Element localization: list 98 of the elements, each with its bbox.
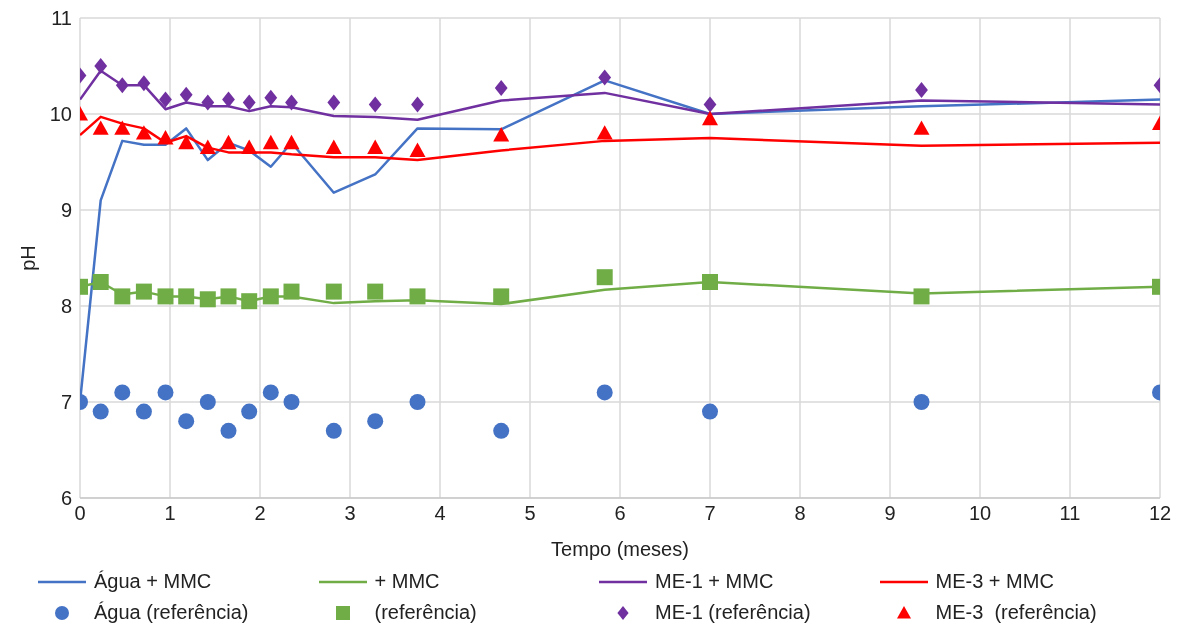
point [92, 120, 109, 135]
point [702, 403, 718, 420]
point [114, 120, 131, 135]
x-tick-label: 2 [254, 502, 266, 525]
point [913, 288, 930, 305]
y-tick-label: 9 [60, 199, 72, 222]
x-tick-label: 9 [884, 502, 896, 525]
point [494, 80, 508, 97]
point [367, 283, 384, 300]
point [178, 288, 195, 305]
x-tick-label: 8 [794, 502, 806, 525]
legend-label: ME-1 + MMC [655, 570, 774, 593]
point [199, 139, 216, 154]
legend-label: Água (referência) [94, 601, 249, 624]
point [493, 422, 510, 439]
point [178, 413, 195, 430]
y-tick-label: 8 [60, 295, 72, 318]
x-tick-label: 12 [1148, 502, 1172, 525]
point [493, 288, 510, 305]
point [157, 384, 174, 401]
point [596, 384, 613, 401]
point [220, 422, 237, 439]
point [157, 130, 174, 145]
x-tick-label: 7 [704, 502, 716, 525]
x-tick-label: 3 [344, 502, 356, 525]
point [137, 75, 151, 92]
point [913, 120, 930, 135]
point [702, 110, 718, 126]
x-tick-label: 6 [614, 502, 626, 525]
point [262, 384, 279, 401]
legend-label: + MMC [374, 570, 440, 593]
point [596, 269, 613, 286]
point [915, 82, 928, 98]
point [325, 283, 342, 300]
point [114, 384, 131, 401]
point [913, 394, 930, 410]
y-tick-label: 10 [49, 103, 72, 126]
point [201, 94, 215, 111]
point [115, 77, 129, 94]
point [179, 86, 193, 103]
legend-label: ME-3 + MMC [935, 570, 1054, 593]
legend-label: ME-1 (referência) [655, 601, 811, 624]
point [222, 91, 235, 108]
point [367, 413, 384, 430]
x-tick-label: 4 [434, 502, 446, 525]
point [325, 139, 342, 154]
point [94, 58, 108, 74]
x-tick-label: 10 [968, 502, 992, 525]
point [159, 91, 172, 108]
y-tick-label: 7 [60, 391, 72, 414]
point [135, 403, 152, 420]
point [411, 96, 424, 113]
y-axis-title: pH [17, 245, 40, 271]
point [327, 94, 341, 111]
y-tick-label: 11 [51, 7, 72, 30]
point [493, 127, 510, 142]
point [598, 69, 612, 86]
point [409, 142, 426, 157]
point [135, 283, 152, 300]
x-tick-label: 1 [164, 502, 176, 525]
point [241, 139, 258, 154]
point [368, 96, 382, 113]
point [178, 134, 195, 150]
point [283, 134, 300, 150]
point [262, 288, 279, 305]
point [135, 125, 152, 140]
point [220, 134, 237, 150]
legend-label: ME-3 (referência) [935, 601, 1097, 624]
x-axis-title: Tempo (meses) [551, 538, 689, 560]
legend-label: Água + MMC [94, 570, 212, 593]
point [199, 394, 216, 410]
point [702, 274, 718, 290]
x-tick-label: 0 [74, 502, 86, 525]
point [703, 96, 717, 113]
point [199, 291, 216, 308]
point [262, 134, 279, 150]
point [367, 139, 384, 154]
point [264, 89, 278, 106]
point [241, 403, 258, 420]
point [285, 94, 298, 111]
point [92, 274, 109, 290]
point [220, 288, 237, 305]
point [283, 283, 300, 300]
point [241, 293, 258, 310]
point [596, 125, 613, 140]
point [114, 288, 131, 305]
y-tick-label: 6 [60, 487, 72, 510]
point [283, 394, 300, 410]
legend-label: (referência) [374, 601, 477, 624]
point [92, 403, 109, 420]
x-tick-label: 5 [524, 502, 536, 525]
point [157, 288, 174, 305]
point [325, 422, 342, 439]
x-tick-label: 11 [1059, 502, 1081, 525]
point [409, 394, 426, 410]
line-series [80, 115, 1160, 162]
point [409, 288, 426, 305]
point [242, 94, 256, 111]
